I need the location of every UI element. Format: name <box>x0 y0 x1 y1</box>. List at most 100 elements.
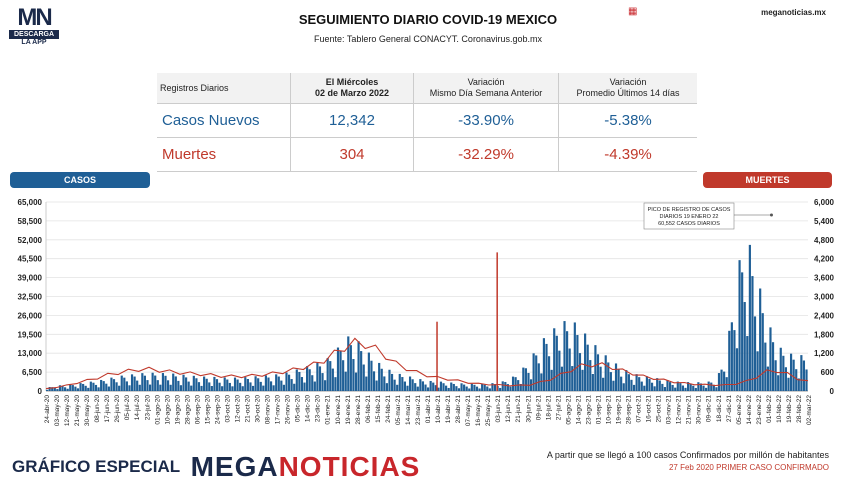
casos-bar <box>656 378 659 391</box>
casos-bar <box>712 384 715 391</box>
casos-bar <box>741 272 744 391</box>
casos-bar <box>362 364 365 391</box>
casos-bar <box>586 344 589 391</box>
x-tick-label: 30-oct-20 <box>255 395 262 423</box>
casos-bar <box>746 336 749 391</box>
casos-bar <box>375 380 378 391</box>
header-var-avg: Variación Promedio Últimos 14 días <box>558 73 697 104</box>
casos-bar <box>419 379 422 391</box>
casos-bar <box>66 388 69 391</box>
x-tick-label: 24-feb-21 <box>385 395 392 423</box>
casos-bar <box>285 372 288 391</box>
casos-bar <box>262 385 265 391</box>
casos-bar <box>632 384 636 391</box>
x-tick-label: 28-feb-22 <box>796 395 803 423</box>
casos-bar <box>308 369 311 391</box>
x-tick-label: 26-jun-20 <box>114 395 121 423</box>
casos-bar <box>97 387 100 391</box>
casos-bar <box>133 376 136 391</box>
casos-bar <box>550 369 553 391</box>
header-var-week: Variación Mismo Día Semana Anterior <box>413 73 559 104</box>
footer-note: A partir que se llegó a 100 casos Confir… <box>546 450 829 460</box>
casos-bar <box>743 302 746 391</box>
casos-bar <box>372 371 376 391</box>
casos-bar <box>771 342 775 391</box>
casos-bar <box>293 383 296 391</box>
casos-bar <box>125 381 128 391</box>
annotation-text: DIARIOS 19 ENERO 22 <box>660 214 719 220</box>
logo-mark: MN <box>17 4 52 31</box>
casos-bar <box>53 387 56 391</box>
casos-bar <box>504 381 507 391</box>
casos-bar <box>699 383 703 391</box>
casos-bar <box>231 386 234 391</box>
casos-bar <box>769 327 772 391</box>
x-tick-label: 24-abr-20 <box>44 395 51 424</box>
x-tick-label: 24-sep-20 <box>214 395 221 425</box>
site-link[interactable]: meganoticias.mx <box>761 8 826 17</box>
casos-bar <box>398 373 401 391</box>
casos-bar <box>728 330 731 391</box>
casos-bar <box>679 383 682 391</box>
casos-bar <box>380 368 383 391</box>
casos-bar <box>710 382 713 391</box>
stats-table: Registros Diarios El Miércoles 02 de Marz… <box>157 73 697 172</box>
x-tick-label: 19-abr-21 <box>445 395 452 424</box>
x-tick-label: 01-sep-21 <box>595 395 602 425</box>
logo-app-label: LA APP <box>21 39 47 46</box>
casos-bar <box>733 330 736 391</box>
casos-bar <box>427 387 430 391</box>
x-tick-label: 21-jun-21 <box>515 395 522 423</box>
casos-bar <box>668 382 672 391</box>
casos-bar <box>159 384 162 391</box>
casos-bar <box>69 384 72 391</box>
casos-bar <box>509 386 512 391</box>
casos-bar <box>643 385 646 391</box>
casos-bar <box>463 384 466 391</box>
casos-bar <box>434 385 437 391</box>
casos-bar <box>408 376 412 391</box>
casos-bar <box>723 371 726 391</box>
row-muertes: Muertes 304 -32.29% -4.39% <box>157 137 697 172</box>
casos-bar <box>115 382 118 391</box>
casos-bar <box>620 376 623 391</box>
casos-bar <box>156 380 159 391</box>
x-tick-label: 25-may-21 <box>485 395 492 426</box>
app-logo[interactable]: MN DESCARGA LA APP <box>9 6 59 46</box>
casos-bar <box>174 376 177 391</box>
casos-bar <box>720 369 723 391</box>
casos-bar <box>203 376 206 391</box>
casos-bar <box>146 380 149 391</box>
brand-part-a: MEGA <box>190 451 279 482</box>
casos-bar <box>287 374 291 391</box>
casos-bar <box>357 341 360 391</box>
y-left-tick-label: 6,500 <box>22 368 43 377</box>
muertes-var-avg: -4.39% <box>558 137 697 172</box>
casos-bar <box>269 381 273 391</box>
casos-bar <box>547 356 551 391</box>
casos-bar <box>365 376 368 391</box>
casos-bar <box>166 380 170 391</box>
casos-bar <box>795 369 798 391</box>
x-tick-label: 12-nov-21 <box>676 395 683 425</box>
casos-bar <box>782 355 785 391</box>
casos-bar <box>347 336 350 391</box>
x-tick-label: 28-sep-21 <box>626 395 633 425</box>
y-left-tick-label: 65,000 <box>18 198 43 207</box>
casos-label: Casos Nuevos <box>157 103 291 138</box>
y-right-tick-label: 600 <box>821 368 835 377</box>
casos-bar <box>537 363 540 391</box>
casos-bar <box>200 385 203 391</box>
casos-bar <box>280 380 283 391</box>
casos-bar <box>465 386 468 391</box>
x-tick-label: 10-abr-21 <box>435 395 442 424</box>
casos-bar <box>627 374 630 391</box>
casos-bar <box>215 379 219 391</box>
casos-bar <box>259 381 262 391</box>
footer-label: GRÁFICO ESPECIAL <box>12 457 180 476</box>
source-note: Fuente: Tablero General CONACYT. Coronav… <box>314 34 542 44</box>
casos-bar <box>185 377 188 391</box>
casos-bar <box>596 354 600 391</box>
x-tick-label: 23-ago-21 <box>585 395 592 425</box>
casos-bar <box>486 386 489 391</box>
